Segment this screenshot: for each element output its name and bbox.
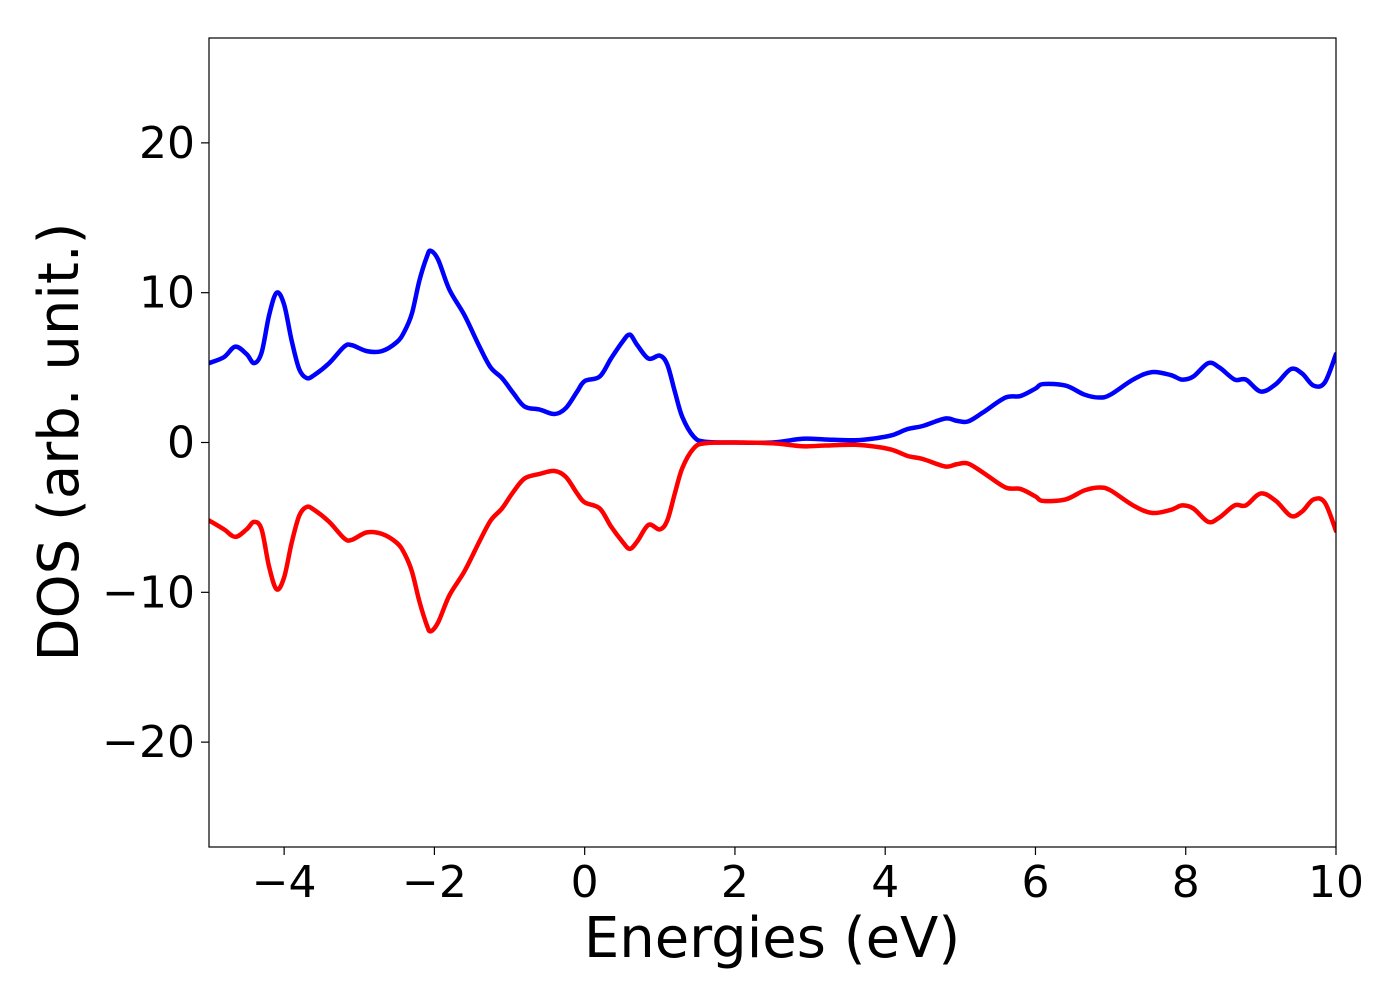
y-tick-label: 20 <box>139 118 195 169</box>
y-tick-label: 10 <box>139 268 195 319</box>
x-tick-label: 8 <box>1172 857 1200 908</box>
x-tick-label: 2 <box>721 857 749 908</box>
x-axis: −4 −2 0 2 4 6 8 10 <box>252 847 1364 908</box>
y-axis: −20 −10 0 10 20 <box>102 118 209 768</box>
series-layer <box>209 248 1336 634</box>
y-tick-label: −10 <box>102 567 195 618</box>
x-tick-label: 4 <box>871 857 899 908</box>
x-tick-label: 10 <box>1308 857 1364 908</box>
y-tick-label: 0 <box>167 418 195 469</box>
series-line-1 <box>209 440 1336 634</box>
x-tick-label: 6 <box>1021 857 1049 908</box>
y-tick-label: −20 <box>102 717 195 768</box>
y-axis-title: DOS (arb. unit.) <box>27 222 92 661</box>
x-axis-title: Energies (eV) <box>584 906 960 971</box>
x-tick-label: −2 <box>402 857 467 908</box>
x-tick-label: 0 <box>571 857 599 908</box>
x-tick-label: −4 <box>252 857 317 908</box>
series-line-0 <box>209 248 1336 446</box>
